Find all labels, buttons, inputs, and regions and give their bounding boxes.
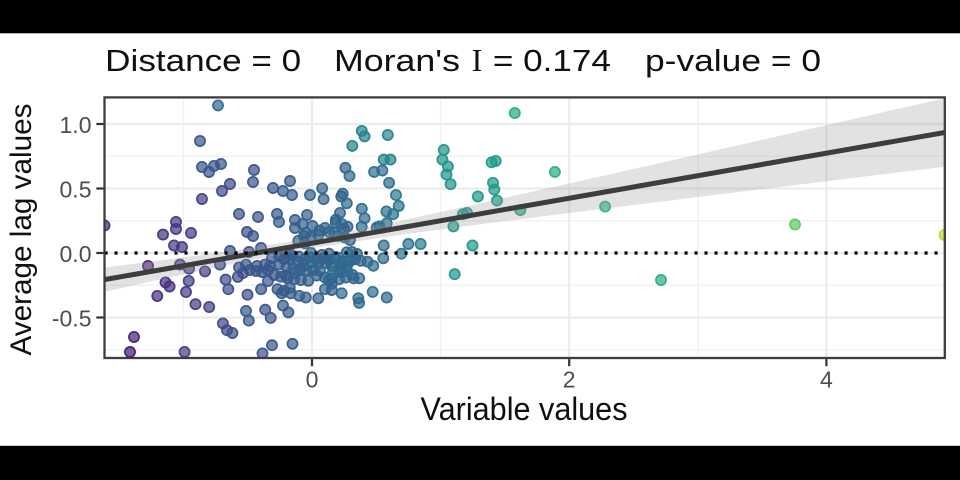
svg-text:4: 4 (820, 367, 833, 393)
svg-text:0.0: 0.0 (60, 241, 92, 267)
svg-text:-0.5: -0.5 (52, 306, 92, 332)
svg-text:Variable values: Variable values (421, 391, 628, 427)
svg-text:2: 2 (563, 367, 576, 393)
svg-text:1.0: 1.0 (60, 112, 92, 138)
svg-text:Average lag values: Average lag values (5, 104, 38, 356)
svg-text:0.5: 0.5 (60, 177, 92, 203)
svg-text:0: 0 (306, 367, 319, 393)
